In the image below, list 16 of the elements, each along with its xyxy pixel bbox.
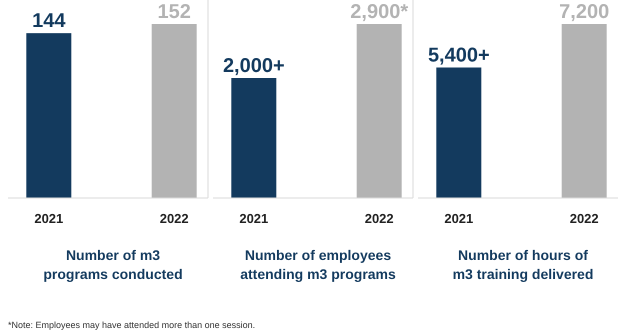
data-label: 144 [32, 10, 66, 32]
x-axis-title: Number of employees attending m3 programs [240, 247, 396, 282]
x-tick-label: 2022 [570, 211, 599, 226]
x-tick-label: 2021 [239, 211, 268, 226]
x-tick-label: 2021 [34, 211, 64, 226]
x-axis-title: Number of m3 programs conducted [43, 247, 183, 282]
x-axis-title: Number of hours of m3 training delivered [452, 247, 594, 282]
data-label: 2,000+ [222, 55, 285, 77]
data-label: 152 [158, 1, 191, 23]
x-tick-label: 2022 [364, 211, 394, 226]
data-label: 7,200 [559, 1, 610, 23]
text: *Note: Employees may have attended more than one session. [8, 320, 256, 330]
data-label: 2,900* [350, 1, 408, 23]
x-tick-label: 2022 [160, 211, 189, 226]
data-label: 5,400+ [428, 44, 490, 66]
x-tick-label: 2021 [444, 211, 474, 226]
